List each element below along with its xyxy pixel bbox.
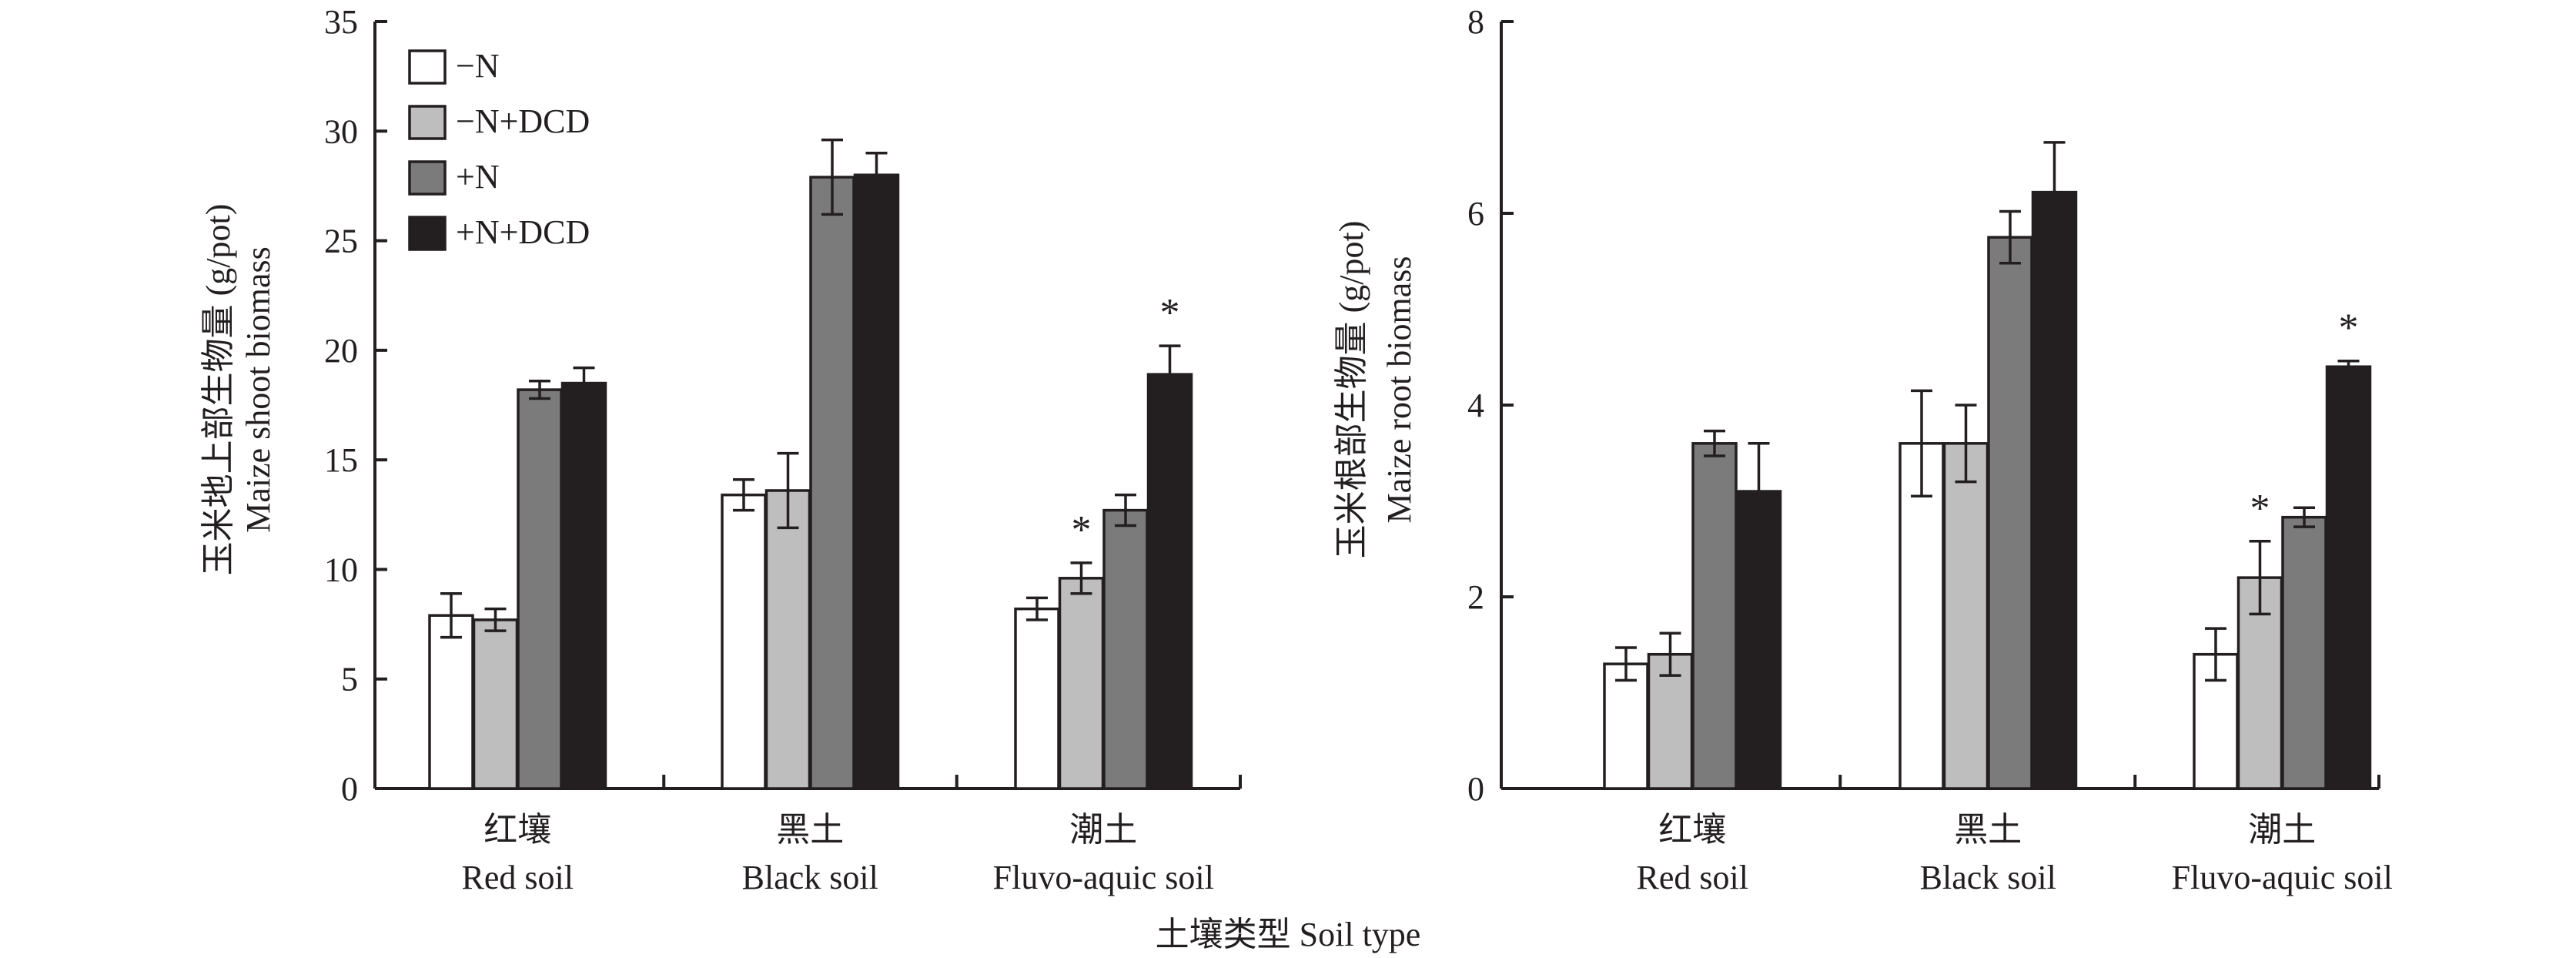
- legend-swatch: [408, 105, 447, 140]
- bar: [517, 388, 563, 790]
- y-tick-label: 0: [341, 770, 358, 808]
- category-label-zh: 潮土: [1069, 811, 1137, 849]
- y-tick-label: 0: [1467, 770, 1484, 808]
- legend: −N −N+DCD +N +N+DCD: [408, 47, 590, 251]
- bar: [2325, 365, 2372, 790]
- category-label-en: Red soil: [1637, 859, 1748, 896]
- category-label-zh: 红壤: [483, 811, 551, 849]
- bar: [560, 381, 607, 790]
- bar: [1735, 490, 1782, 790]
- bar: [809, 176, 855, 790]
- y-tick-label: 15: [324, 441, 358, 479]
- y-axis-title-zh: 玉米根部生物量 (g/pot): [1333, 221, 1370, 559]
- category-label-en: Black soil: [742, 859, 878, 896]
- x-axis-title: 土壤类型 Soil type: [1156, 916, 1421, 953]
- legend-label: +N: [456, 158, 500, 196]
- bar: [1014, 607, 1060, 790]
- legend-swatch: [408, 49, 447, 85]
- y-tick-label: 2: [1467, 578, 1484, 616]
- y-tick-label: 5: [341, 661, 358, 698]
- y-tick-label: 8: [1467, 3, 1484, 41]
- bar: [1942, 442, 1989, 790]
- bar: [1146, 373, 1193, 790]
- category-label-zh: 黑土: [1954, 811, 2022, 849]
- bar: [472, 618, 519, 790]
- y-axis-title-en: Maize root biomass: [1380, 256, 1418, 523]
- legend-swatch: [408, 216, 447, 251]
- category-label-zh: 潮土: [2248, 811, 2316, 849]
- y-axis-title-en: Maize shoot biomass: [239, 246, 277, 533]
- significance-star: *: [1160, 291, 1180, 335]
- bar: [1058, 577, 1105, 790]
- bar: [853, 173, 900, 790]
- y-tick-label: 25: [324, 223, 358, 260]
- y-tick-label: 30: [324, 112, 358, 150]
- category-label-en: Fluvo-aquic soil: [993, 859, 1214, 896]
- legend-label: −N: [456, 47, 500, 85]
- y-tick-label: 4: [1467, 387, 1484, 424]
- significance-star: *: [2250, 487, 2270, 531]
- significance-star: *: [2339, 306, 2359, 350]
- category-label-en: Fluvo-aquic soil: [2172, 859, 2393, 896]
- y-tick-label: 6: [1467, 195, 1484, 233]
- category-label-en: Black soil: [1920, 859, 2056, 896]
- root-biomass-panel: 0 2 4 6 8 玉米根部生物量 (g/pot) Maize root biomass * *…: [1333, 3, 2393, 896]
- bar: [428, 614, 474, 790]
- legend-swatch: [408, 160, 447, 196]
- bar: [1603, 662, 1649, 790]
- category-label-en: Red soil: [462, 859, 574, 896]
- category-label-zh: 红壤: [1658, 811, 1726, 849]
- bar: [1987, 236, 2033, 790]
- y-tick-label: 20: [324, 332, 358, 370]
- y-tick-label: 10: [324, 551, 358, 588]
- legend-label: +N+DCD: [456, 213, 590, 251]
- category-label-zh: 黑土: [776, 811, 844, 849]
- bar: [764, 489, 811, 790]
- legend-label: −N+DCD: [456, 102, 590, 140]
- bar: [2281, 515, 2327, 790]
- bar: [1691, 442, 1738, 790]
- shoot-biomass-panel: 0 5 10 15 20 25 30 35 玉米地上部生物量 (g/pot) Maize shoo…: [199, 3, 1242, 896]
- y-tick-label: 35: [324, 3, 358, 41]
- significance-star: *: [1072, 508, 1092, 552]
- bar: [721, 493, 767, 790]
- bar: [2031, 190, 2078, 790]
- bar: [2193, 652, 2239, 790]
- bar: [1102, 508, 1149, 790]
- y-axis-title-zh: 玉米地上部生物量 (g/pot): [199, 204, 237, 576]
